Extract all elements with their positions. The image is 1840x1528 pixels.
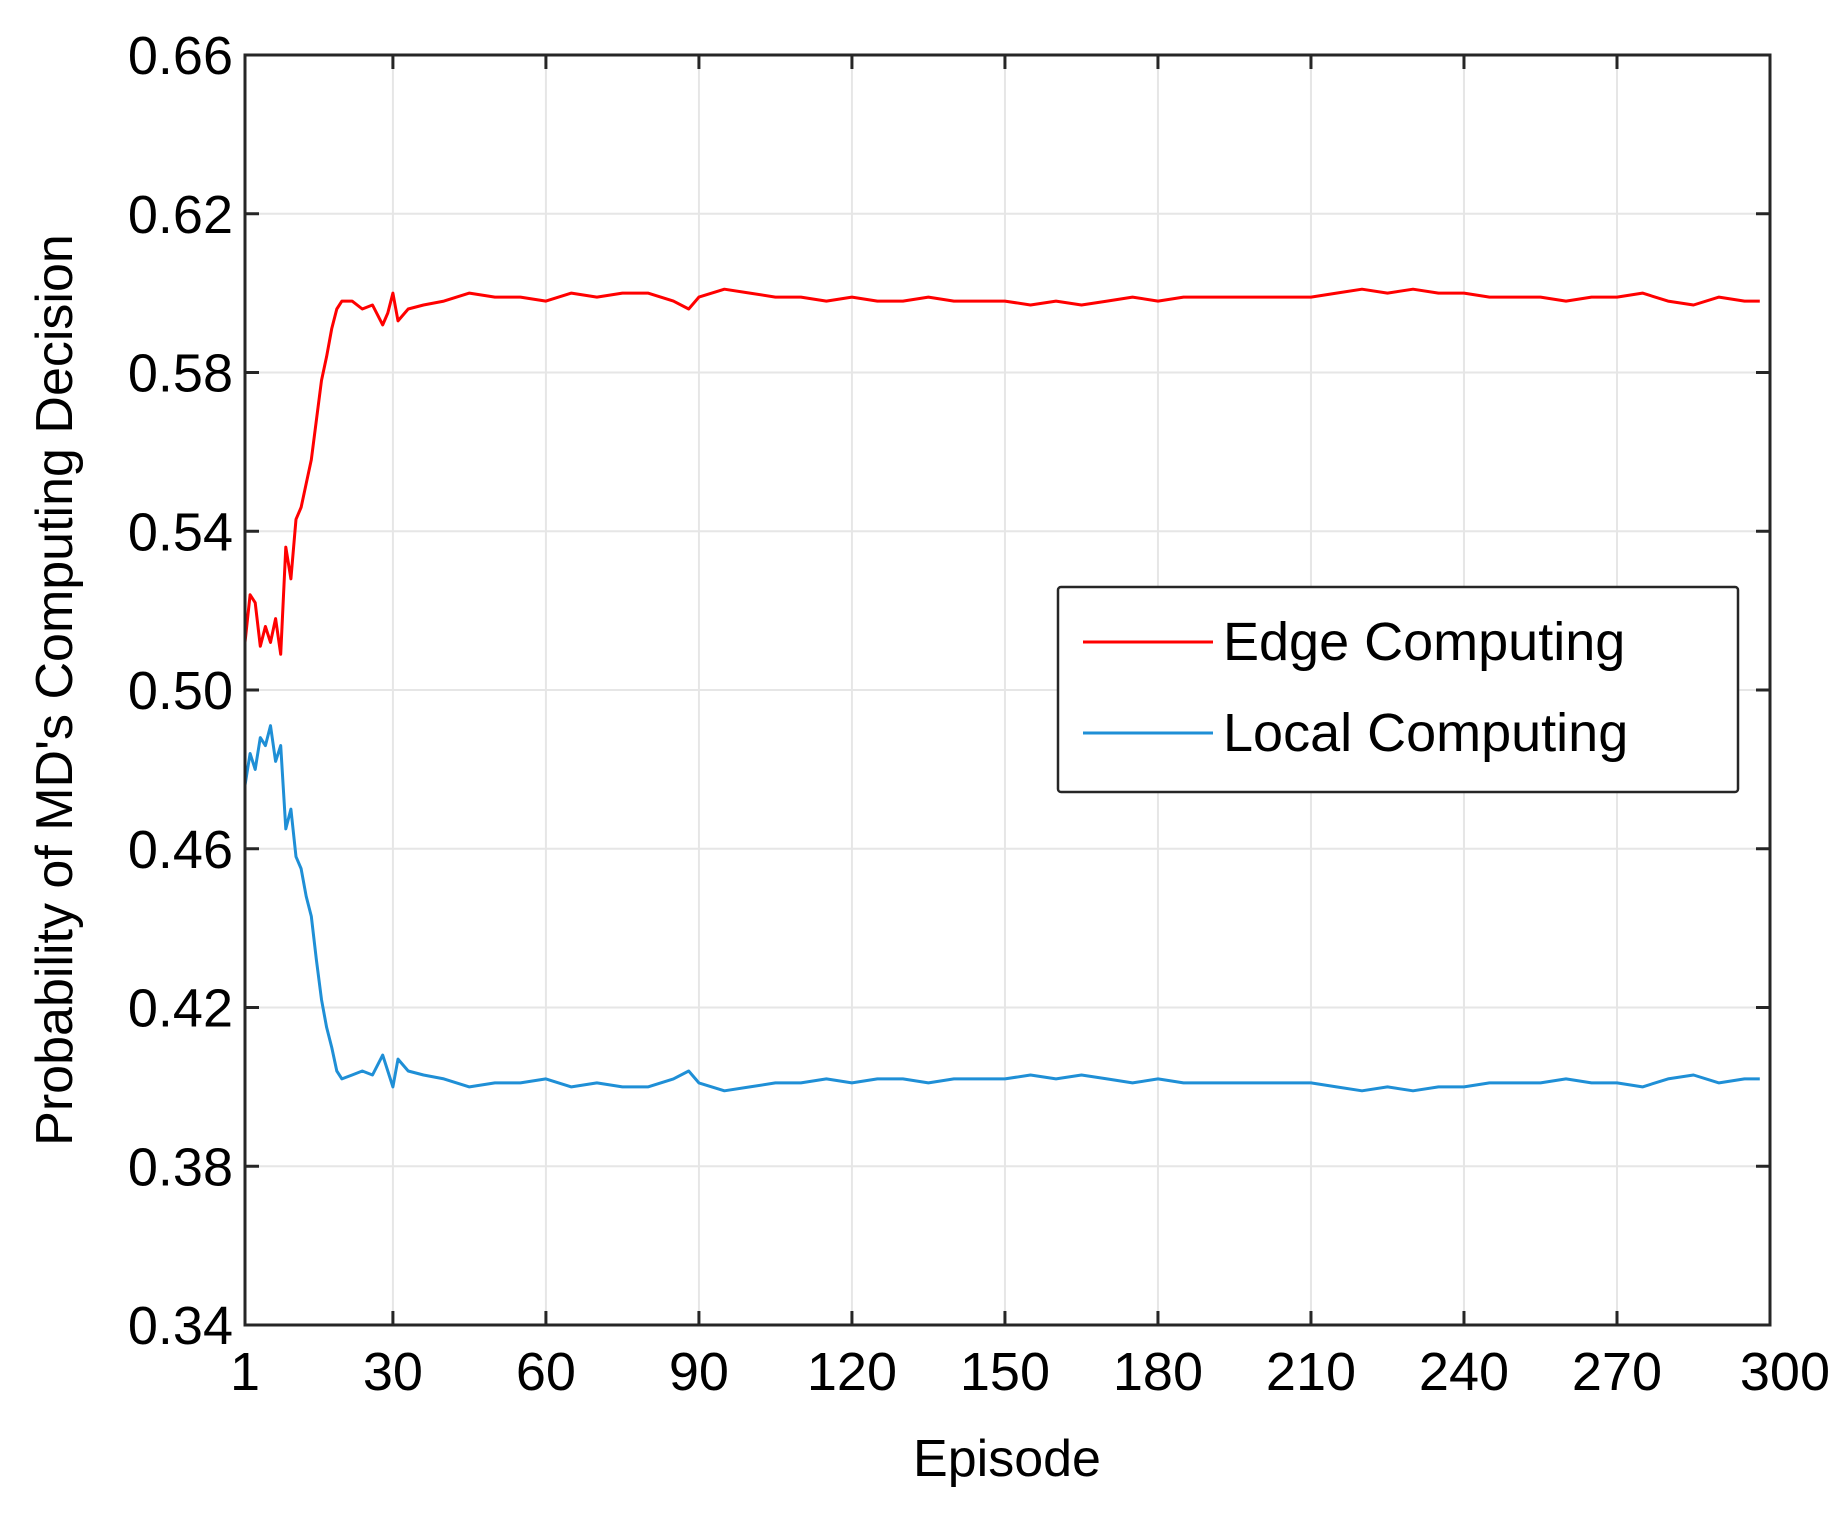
- x-tick-label: 300: [1740, 1342, 1830, 1402]
- legend: Edge Computing Local Computing: [1056, 585, 1740, 794]
- y-tick-labels: 0.34 0.38 0.42 0.46 0.50 0.54 0.58 0.62 0.66: [128, 26, 233, 1356]
- y-tick-label: 0.58: [128, 344, 233, 404]
- y-tick-label: 0.66: [128, 26, 233, 86]
- y-axis-label: Probability of MD's Computing Decision: [26, 234, 84, 1146]
- x-tick-label: 150: [960, 1342, 1050, 1402]
- legend-label-edge: Edge Computing: [1223, 612, 1625, 672]
- y-tick-label: 0.38: [128, 1137, 233, 1197]
- x-tick-label: 30: [363, 1342, 423, 1402]
- x-tick-label: 120: [807, 1342, 897, 1402]
- x-tick-label: 240: [1419, 1342, 1509, 1402]
- series-group: [243, 287, 1760, 1093]
- x-tick-label: 1: [230, 1342, 260, 1402]
- x-tick-label: 90: [669, 1342, 729, 1402]
- series-edge-computing-line: [243, 287, 1760, 656]
- x-tick-labels: 1 30 60 90 120 150 180 210 240 270 300: [230, 1342, 1830, 1402]
- y-tick-label: 0.34: [128, 1296, 233, 1356]
- x-tick-label: 270: [1572, 1342, 1662, 1402]
- x-tick-label: 60: [516, 1342, 576, 1402]
- x-axis-label: Episode: [913, 1430, 1101, 1488]
- y-tick-label: 0.54: [128, 502, 233, 562]
- series-local-computing-line: [243, 724, 1760, 1093]
- y-tick-label: 0.50: [128, 661, 233, 721]
- legend-label-local: Local Computing: [1223, 703, 1628, 763]
- x-tick-label: 210: [1266, 1342, 1356, 1402]
- y-tick-label: 0.62: [128, 185, 233, 245]
- legend-box: [1056, 585, 1740, 794]
- x-tick-label: 180: [1113, 1342, 1203, 1402]
- axis-ticks: [243, 53, 1772, 1327]
- y-tick-label: 0.42: [128, 979, 233, 1039]
- y-tick-label: 0.46: [128, 820, 233, 880]
